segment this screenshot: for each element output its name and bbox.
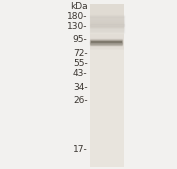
Text: kDa: kDa (70, 2, 88, 11)
Text: 55-: 55- (73, 59, 88, 68)
Text: 43-: 43- (73, 69, 88, 78)
Text: 95-: 95- (73, 35, 88, 44)
Text: 72-: 72- (73, 49, 88, 58)
Text: 17-: 17- (73, 145, 88, 154)
Text: 130-: 130- (67, 22, 88, 31)
Text: 34-: 34- (73, 83, 88, 92)
Text: 26-: 26- (73, 96, 88, 105)
Text: 180-: 180- (67, 12, 88, 21)
